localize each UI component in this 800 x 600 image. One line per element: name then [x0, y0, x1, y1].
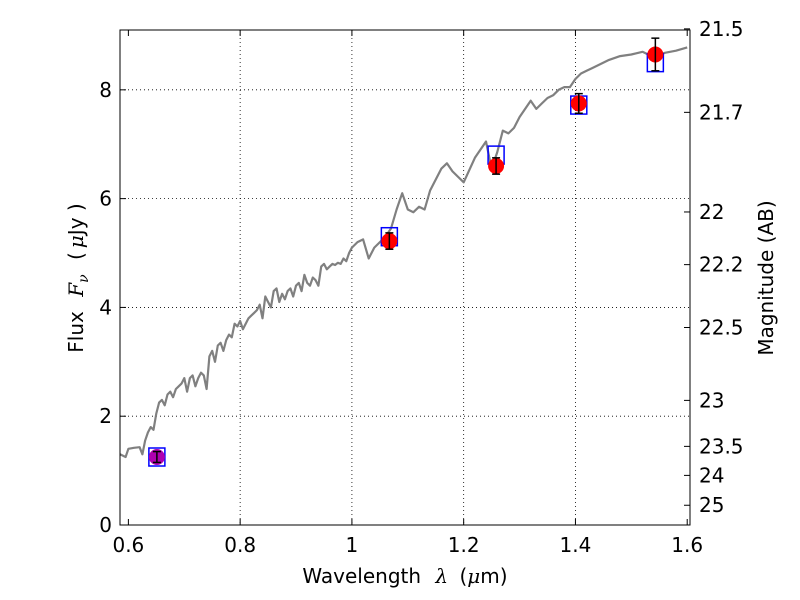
- y-tick-label: 0: [99, 513, 112, 537]
- y2-tick-label: 22.5: [699, 315, 744, 339]
- y-tick-label: 4: [99, 295, 112, 319]
- grid-lines: [120, 30, 690, 525]
- x-tick-label: 1: [346, 533, 359, 557]
- y-tick-label: 6: [99, 187, 112, 211]
- y-tick-label: 2: [99, 404, 112, 428]
- x-axis-label-unit-open: (: [459, 564, 467, 588]
- y-tick-label: 8: [99, 78, 112, 102]
- x-axis-label-symbol: λ: [434, 564, 448, 588]
- y-axis-label-unit-mu: μ: [64, 235, 88, 248]
- y2-tick-label: 21.7: [699, 100, 744, 124]
- spectrum-line: [119, 46, 688, 459]
- x-tick-label: 0.6: [112, 533, 144, 557]
- axis-ticks: 0.6 0.8 1 1.2 1.4 1.60246821.521.72222.222.52…: [99, 17, 743, 557]
- x-axis-label-text: Wavelength: [302, 564, 421, 588]
- y-axis-label-text: Flux: [64, 311, 88, 353]
- y2-tick-label: 22: [699, 200, 724, 224]
- y2-tick-label: 23.5: [699, 434, 744, 458]
- x-tick-label: 1.6: [671, 533, 703, 557]
- y2-tick-label: 21.5: [699, 17, 744, 41]
- x-tick-label: 1.4: [560, 533, 592, 557]
- y-axis-label-symbol: F: [64, 282, 88, 298]
- plot-area: [119, 37, 688, 467]
- y-axis-label: Flux Fν ( μJy ): [64, 203, 93, 352]
- x-axis-label-unit-mu: μ: [467, 564, 480, 588]
- y2-tick-label: 25: [699, 493, 724, 517]
- y2-axis-label: Magnitude (AB): [754, 200, 778, 355]
- y2-tick-label: 24: [699, 463, 724, 487]
- y-axis-label-subscript: ν: [76, 274, 92, 283]
- x-tick-label: 1.2: [448, 533, 480, 557]
- y2-tick-label: 22.2: [699, 253, 744, 277]
- x-axis-label-unit: m): [480, 564, 507, 588]
- y-axis-label-unit: Jy ): [64, 203, 88, 237]
- x-tick-label: 0.8: [224, 533, 256, 557]
- x-axis-label: Wavelength λ (μm): [302, 564, 507, 588]
- y-axis-label-unit-open: (: [64, 252, 88, 260]
- plot-frame: [119, 29, 691, 526]
- y2-tick-label: 23: [699, 388, 724, 412]
